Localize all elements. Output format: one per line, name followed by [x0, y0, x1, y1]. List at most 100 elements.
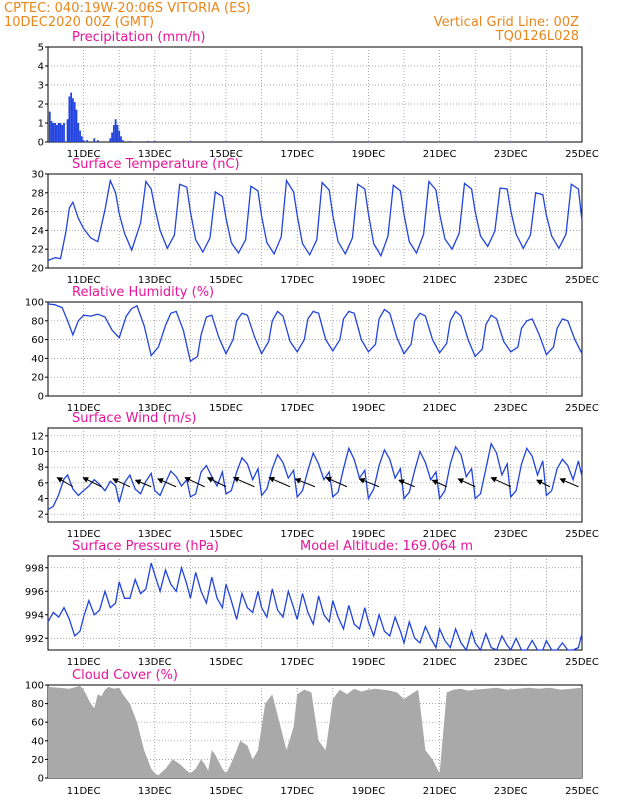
y-tick-label: 996	[25, 587, 44, 598]
precip-bar	[50, 121, 53, 142]
y-tick-label: 40	[31, 736, 44, 747]
panel-title: Relative Humidity (%)	[72, 285, 214, 300]
precip-bar	[474, 141, 477, 142]
precip-bar	[114, 119, 117, 142]
y-tick-label: 40	[31, 354, 44, 365]
x-tick-label: 19DEC	[352, 657, 386, 668]
x-tick-label: 25DEC	[565, 657, 599, 668]
x-tick-label: 23DEC	[494, 786, 528, 797]
cloud-area	[48, 685, 582, 778]
precip-bar	[153, 141, 156, 142]
x-tick-label: 25DEC	[565, 529, 599, 540]
precip-bar	[52, 123, 55, 142]
x-tick-label: 11DEC	[67, 529, 101, 540]
x-tick-label: 23DEC	[494, 149, 528, 160]
x-tick-label: 13DEC	[138, 786, 172, 797]
precip-bar	[73, 102, 76, 142]
wind-arrow	[56, 477, 74, 488]
header-grid-note: Vertical Grid Line: 00Z	[434, 15, 579, 30]
wind-arrow	[294, 478, 316, 488]
precip-bar	[77, 123, 80, 142]
y-tick-label: 12	[31, 431, 44, 442]
x-tick-label: 15DEC	[209, 275, 243, 286]
x-tick-label: 17DEC	[280, 403, 314, 414]
x-tick-label: 25DEC	[565, 275, 599, 286]
panel-title: Surface Wind (m/s)	[72, 411, 196, 426]
precip-bar	[367, 141, 370, 142]
wind-arrow	[457, 478, 476, 488]
series-line	[47, 441, 583, 511]
x-tick-label: 13DEC	[138, 529, 172, 540]
precip-bar	[63, 123, 65, 142]
precip-bar	[66, 119, 69, 142]
precip-bar	[116, 124, 119, 142]
y-tick-label: 100	[25, 298, 44, 309]
x-tick-label: 11DEC	[67, 403, 101, 414]
panel-5: 0 20 40 60 80 100 11DEC 13DEC 15DEC 17DEC 19DEC 21D…	[25, 668, 599, 797]
x-tick-label: 13DEC	[138, 149, 172, 160]
panel-3: 2 4 6 8 10 12 11DEC 13DEC 15DEC 17DEC 19DEC 21DEC 23…	[31, 411, 599, 540]
panel-1: 20 22 24 26 28 30 11DEC 13DEC 15DEC 17DEC 19DEC 21D…	[31, 157, 599, 286]
y-tick-label: 22	[31, 245, 44, 256]
wind-arrow	[82, 477, 102, 488]
precip-bar	[225, 141, 227, 142]
precip-bar	[61, 124, 64, 142]
x-tick-label: 15DEC	[209, 657, 243, 668]
precip-bar	[189, 141, 192, 142]
precip-bar	[48, 111, 51, 142]
y-tick-label: 28	[31, 188, 44, 199]
precip-bar	[146, 141, 149, 142]
x-tick-label: 15DEC	[209, 529, 243, 540]
panel-title: Precipitation (mm/h)	[72, 30, 205, 45]
y-tick-label: 60	[31, 335, 44, 346]
wind-arrow	[134, 479, 152, 488]
series-line	[47, 178, 583, 262]
x-tick-label: 17DEC	[280, 657, 314, 668]
y-tick-label: 6	[38, 478, 44, 489]
x-tick-label: 19DEC	[352, 403, 386, 414]
x-tick-label: 23DEC	[494, 275, 528, 286]
precip-bar	[80, 136, 83, 142]
wind-arrow	[157, 478, 177, 488]
wind-arrow	[232, 476, 255, 488]
y-tick-label: 992	[25, 634, 44, 645]
x-tick-label: 21DEC	[423, 657, 457, 668]
x-tick-label: 19DEC	[352, 786, 386, 797]
wind-arrow	[536, 479, 551, 488]
wind-arrow	[398, 479, 415, 488]
x-tick-label: 11DEC	[67, 275, 101, 286]
y-tick-label: 0	[38, 392, 44, 403]
header-model-code: TQ0126L028	[495, 29, 579, 44]
precip-bar	[79, 130, 81, 142]
x-tick-label: 21DEC	[423, 275, 457, 286]
y-tick-label: 5	[38, 43, 44, 54]
precip-bar	[96, 140, 99, 142]
wind-arrow	[431, 479, 447, 488]
precip-bar	[54, 123, 57, 142]
y-tick-label: 998	[25, 563, 44, 574]
panel-frame	[47, 555, 583, 651]
precip-bar	[59, 123, 62, 142]
x-tick-label: 11DEC	[67, 786, 101, 797]
y-tick-label: 80	[31, 316, 44, 327]
x-tick-label: 17DEC	[280, 149, 314, 160]
x-tick-label: 17DEC	[280, 529, 314, 540]
panel-frame	[47, 301, 583, 397]
x-tick-label: 23DEC	[494, 657, 528, 668]
x-tick-label: 21DEC	[423, 786, 457, 797]
x-tick-label: 23DEC	[494, 529, 528, 540]
model-altitude: Model Altitude: 169.064 m	[300, 539, 473, 554]
y-tick-label: 1	[38, 119, 44, 130]
y-tick-label: 2	[38, 510, 44, 521]
x-tick-label: 21DEC	[423, 529, 457, 540]
y-tick-label: 100	[25, 681, 44, 692]
precip-bar	[86, 140, 89, 142]
panel-frame	[47, 46, 583, 143]
y-tick-label: 60	[31, 718, 44, 729]
precip-bar	[93, 138, 96, 142]
x-tick-label: 13DEC	[138, 657, 172, 668]
x-tick-label: 21DEC	[423, 403, 457, 414]
precip-bar	[331, 141, 334, 142]
precip-bar	[118, 130, 121, 142]
